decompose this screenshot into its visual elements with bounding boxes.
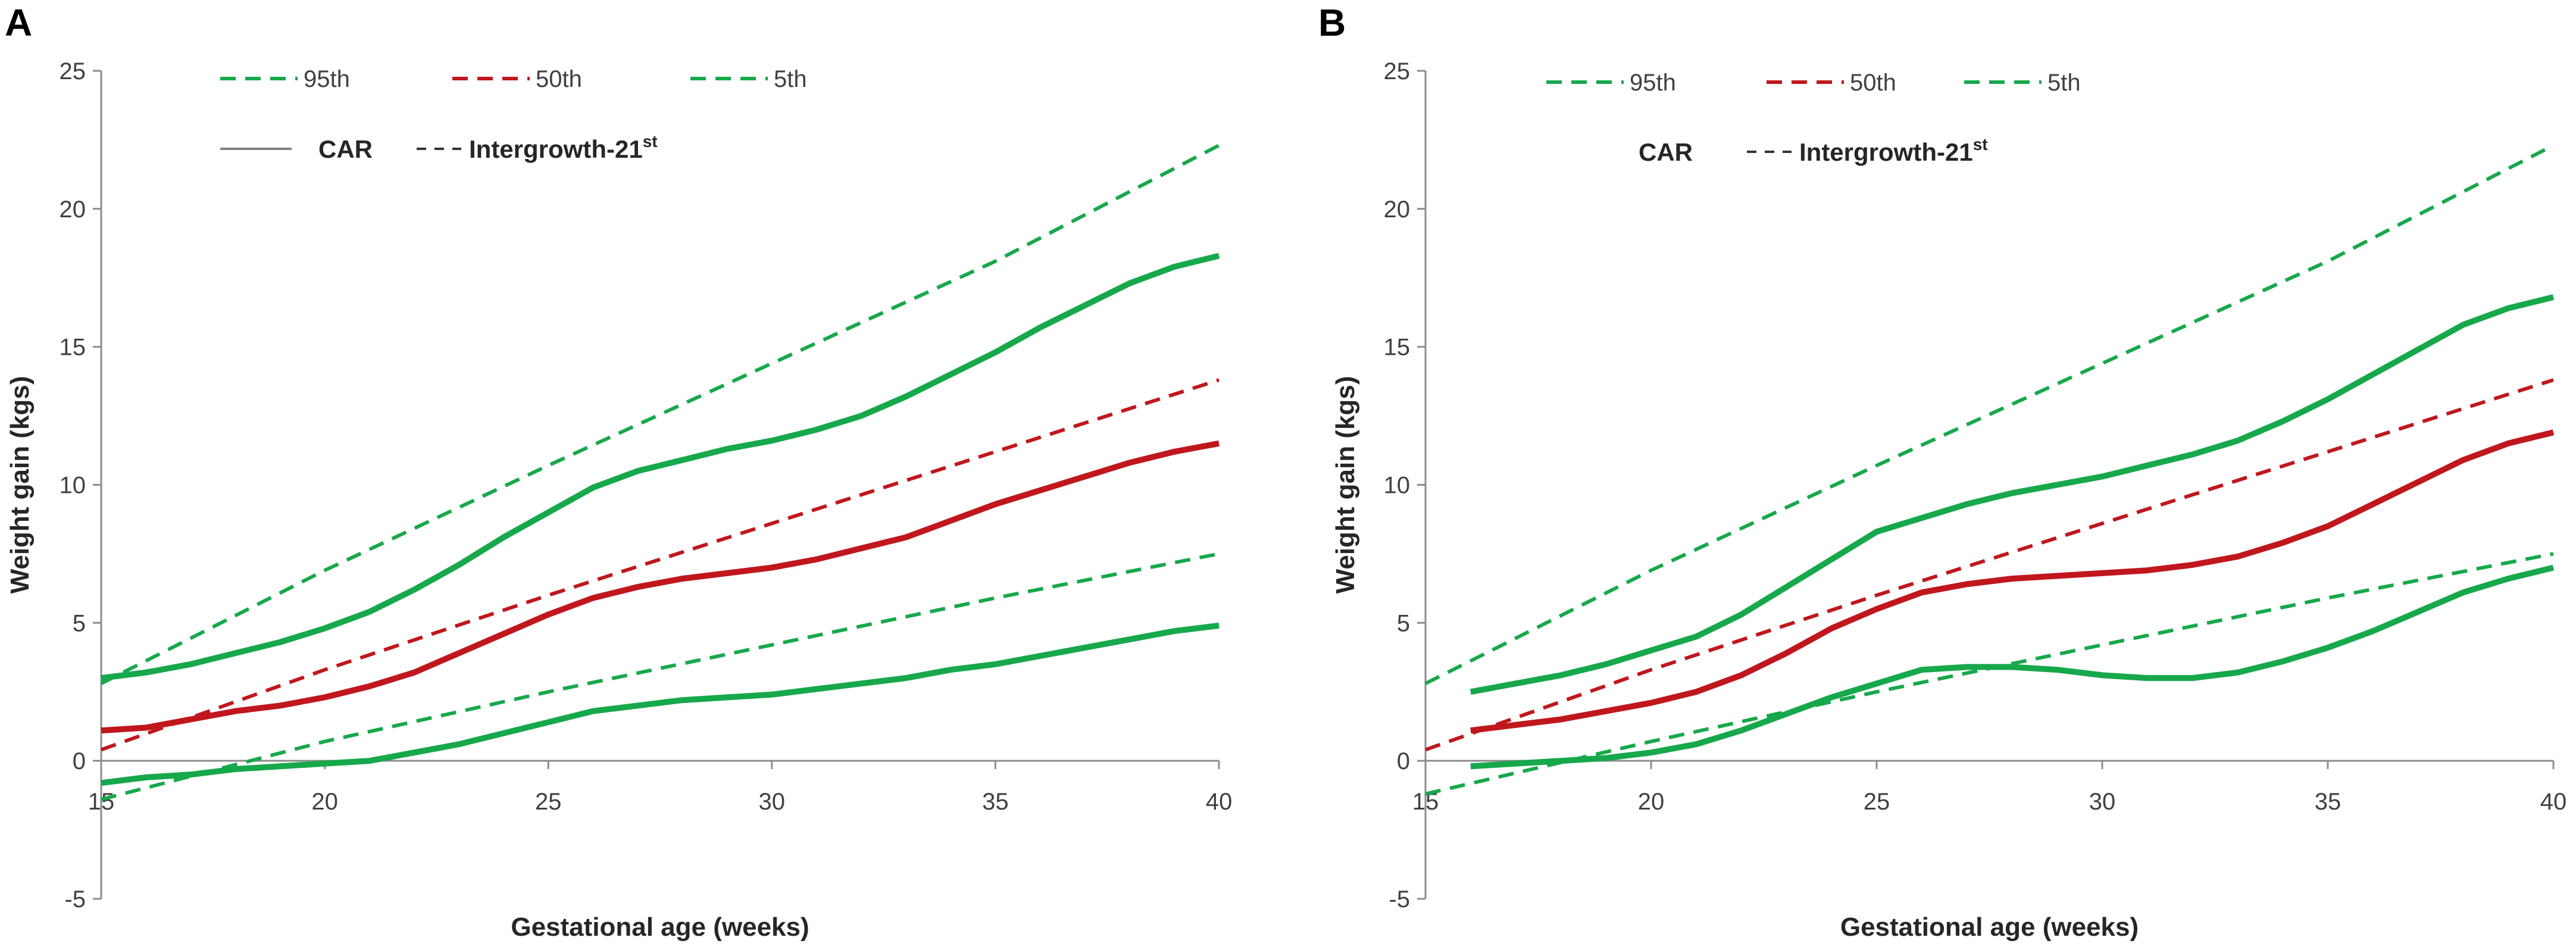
x-tick-label: 40: [1206, 789, 1233, 815]
y-tick-label: 10: [60, 473, 86, 499]
panel-label: B: [1318, 1, 1346, 44]
legend-intergrowth-text: Intergrowth-21: [469, 135, 643, 163]
intergrowth-95th-line: [100, 143, 1220, 685]
y-tick-label: 15: [60, 335, 86, 361]
legend-label-p5: 5th: [2047, 70, 2081, 96]
y-tick-label: -5: [1389, 886, 1410, 912]
intergrowth-50th-line: [100, 378, 1220, 752]
car-5th-line: [1470, 564, 2555, 770]
car-5th-line: [101, 623, 1220, 786]
x-tick-label: 30: [759, 789, 786, 815]
y-tick-label: 5: [1397, 610, 1410, 636]
x-tick-label: 30: [2089, 789, 2116, 815]
legend-label-intergrowth: Intergrowth-21st: [469, 132, 658, 163]
legend-intergrowth-sup: st: [1973, 135, 1988, 154]
y-tick-label: 5: [73, 610, 86, 636]
legend-label-p5: 5th: [774, 66, 807, 92]
car-95th-line: [1470, 294, 2555, 695]
x-tick-label: 35: [2315, 789, 2341, 815]
x-tick-label: 20: [311, 789, 338, 815]
y-tick-label: 25: [1384, 58, 1411, 85]
y-tick-label: 15: [1384, 335, 1411, 361]
panel-label: A: [5, 1, 32, 44]
y-tick-label: 0: [73, 748, 86, 774]
y-tick-label: 20: [60, 196, 86, 223]
x-tick-label: 40: [2540, 789, 2567, 815]
intergrowth-50th-line: [1424, 378, 2554, 752]
y-tick-label: 10: [1384, 473, 1411, 499]
panel-a: A -5 0 5 10 15 20 25 15 20 25 30 35 40 Gestational age…: [5, 1, 1232, 942]
intergrowth-5th-line: [101, 552, 1220, 802]
y-axis-title: Weight gain (kgs): [5, 376, 35, 594]
intergrowth-95th-line: [1424, 143, 2555, 685]
x-tick-label: 20: [1638, 789, 1665, 815]
legend-label-p95: 95th: [1630, 70, 1676, 96]
x-tick-label: 25: [1864, 789, 1890, 815]
y-tick-label: 20: [1384, 196, 1411, 223]
x-tick-label: 35: [982, 789, 1009, 815]
legend-label-p95: 95th: [304, 66, 350, 92]
legend-label-car: CAR: [1639, 138, 1693, 166]
y-tick-label: 0: [1397, 748, 1410, 774]
legend-label-intergrowth: Intergrowth-21st: [1799, 135, 1988, 166]
car-50th-line: [101, 440, 1220, 734]
legend-label-p50: 50th: [1850, 70, 1896, 96]
car-95th-line: [101, 252, 1220, 682]
x-axis-title: Gestational age (weeks): [511, 912, 809, 942]
y-tick-label: -5: [64, 886, 86, 912]
y-tick-label: 25: [60, 58, 86, 85]
car-50th-line: [1470, 429, 2555, 734]
legend-label-p50: 50th: [536, 66, 582, 92]
legend-intergrowth-text: Intergrowth-21: [1799, 138, 1973, 166]
x-axis-title: Gestational age (weeks): [1840, 912, 2139, 942]
legend-label-car: CAR: [318, 135, 373, 163]
x-tick-label: 15: [88, 789, 115, 815]
x-tick-label: 25: [535, 789, 562, 815]
y-axis-title: Weight gain (kgs): [1331, 376, 1360, 594]
legend-intergrowth-sup: st: [643, 132, 658, 151]
